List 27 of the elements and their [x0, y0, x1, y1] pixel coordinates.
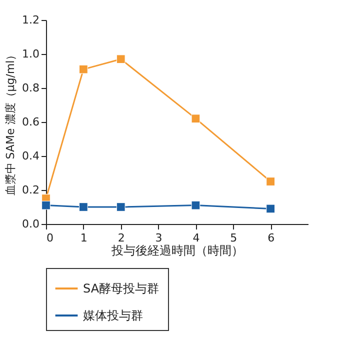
- x-tick-label: 5: [230, 232, 238, 244]
- x-tick-label: 4: [192, 232, 200, 244]
- point: [191, 200, 200, 210]
- point: [266, 204, 276, 214]
- y-axis-title: 血漿中 SAMe 濃度（μg/ml）: [4, 49, 18, 196]
- point: [191, 114, 200, 124]
- point: [116, 202, 126, 212]
- x-tick-label: 6: [268, 232, 275, 244]
- y-tick-label: 0.0: [22, 218, 40, 230]
- y-tick-label: 1.0: [22, 48, 40, 60]
- x-tick-label: 3: [155, 232, 162, 244]
- y-tick-label: 0.6: [22, 116, 40, 128]
- x-axis-title: 投与後経過時間（時間）: [110, 244, 244, 258]
- x-tick-label: 1: [80, 232, 88, 244]
- x-tick-label: 2: [118, 232, 125, 244]
- legend-label: SA酵母投与群: [83, 282, 160, 296]
- point: [116, 54, 126, 64]
- legend-label: 媒体投与群: [83, 308, 143, 322]
- y-tick-label: 0.8: [22, 82, 40, 94]
- point: [78, 64, 88, 74]
- point: [266, 177, 276, 186]
- y-tick-label: 0.2: [22, 184, 40, 196]
- y-tick-label: 1.2: [22, 14, 40, 26]
- x-tick-label: 0: [46, 232, 54, 244]
- point: [78, 202, 88, 212]
- point: [42, 200, 50, 210]
- y-tick-label: 0.4: [22, 150, 40, 162]
